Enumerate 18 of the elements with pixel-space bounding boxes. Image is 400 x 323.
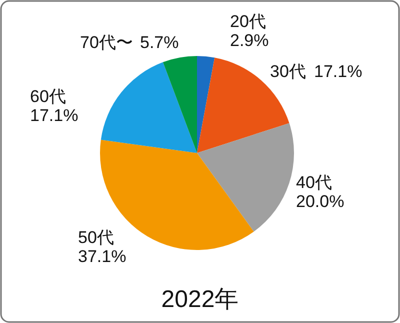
slice-label: 20代: [230, 12, 266, 31]
slice-label: 70代〜: [80, 33, 133, 52]
data-label: 2.9%: [230, 31, 269, 50]
data-label: 37.1%: [78, 247, 126, 266]
data-label: 17.1%: [30, 106, 78, 125]
slice-label: 40代: [296, 173, 332, 192]
slice-label: 30代: [270, 62, 306, 81]
text: 2022年: [161, 286, 239, 313]
slice-label: 50代: [78, 228, 114, 247]
data-label: 17.1%: [314, 62, 362, 81]
pie-slice: [100, 62, 197, 153]
pie-slice: [162, 56, 197, 153]
pie-slice: [197, 58, 290, 153]
pie-slice: [197, 123, 294, 232]
pie-slice: [197, 56, 215, 153]
slice-label: 60代: [30, 87, 66, 106]
data-label: 5.7%: [140, 33, 179, 52]
data-label: 20.0%: [296, 192, 344, 211]
